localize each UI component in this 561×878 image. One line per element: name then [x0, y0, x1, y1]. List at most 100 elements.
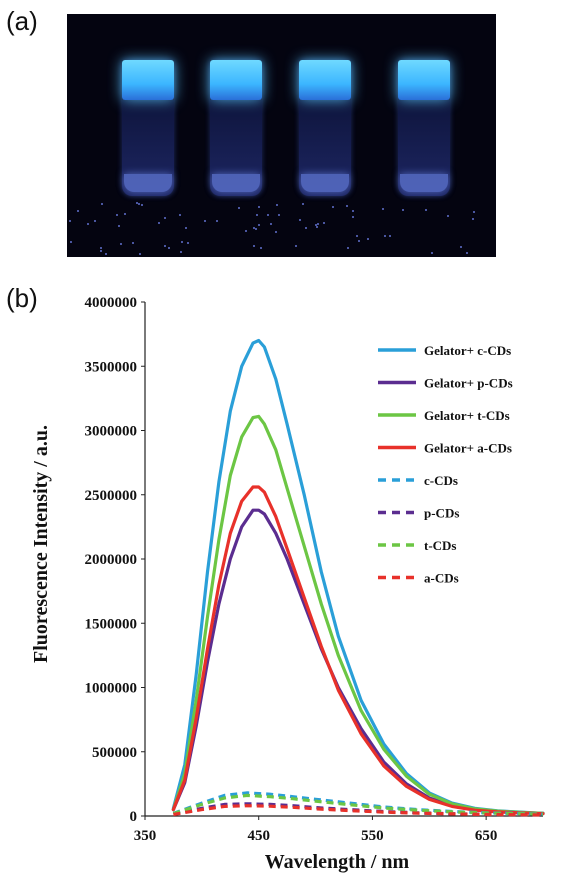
speck	[141, 204, 143, 206]
speck	[179, 214, 181, 216]
vials-photo	[67, 14, 496, 257]
legend-entry: Gelator+ p-CDs	[424, 376, 513, 391]
speck	[100, 250, 102, 252]
speck	[136, 202, 138, 204]
speck	[473, 211, 475, 213]
x-axis-title: Wavelength / nm	[265, 851, 410, 873]
y-tick-label: 0	[130, 809, 138, 825]
series-layer	[171, 338, 545, 817]
speck	[332, 206, 334, 208]
speck	[256, 214, 258, 216]
y-axis-title: Fluorescence Intensity / a.u.	[30, 425, 52, 663]
x-tick-label: 350	[134, 828, 157, 844]
legend-entry: Gelator+ t-CDs	[424, 408, 510, 423]
y-tick-label: 2500000	[85, 488, 138, 504]
speck	[138, 203, 140, 205]
speck	[346, 205, 348, 207]
speck	[87, 223, 89, 225]
speck	[258, 224, 260, 226]
speck	[323, 222, 325, 224]
vial	[210, 60, 262, 196]
vial-glow	[122, 60, 174, 100]
speck	[181, 241, 183, 243]
speck	[77, 210, 79, 212]
speck	[347, 247, 349, 249]
speck	[120, 243, 122, 245]
y-tick-label: 500000	[92, 745, 137, 761]
vial-glow	[398, 60, 450, 100]
speck	[124, 213, 126, 215]
series-line-gelator-t-cds	[171, 414, 545, 816]
series-line-t-cds	[172, 793, 544, 816]
vial-base	[124, 174, 172, 192]
speck	[185, 227, 187, 229]
speck	[258, 206, 260, 208]
speck	[158, 222, 160, 224]
y-tick-label: 2000000	[85, 552, 138, 568]
x-tick-label: 550	[361, 828, 384, 844]
speck	[466, 252, 468, 254]
speck	[352, 210, 354, 212]
panel-a-label: (a)	[6, 6, 38, 36]
speck	[164, 217, 166, 219]
speck	[460, 246, 462, 248]
speck	[358, 240, 360, 242]
vial	[122, 60, 174, 196]
speck	[238, 207, 240, 209]
series-line-a-cds	[173, 804, 544, 817]
speck	[276, 204, 278, 206]
speck	[356, 235, 358, 237]
speck	[447, 215, 449, 217]
speck	[204, 220, 206, 222]
speck	[216, 220, 218, 222]
series-line-c-cds	[172, 791, 544, 816]
speck	[317, 223, 319, 225]
legend-entry: a-CDs	[424, 571, 459, 586]
fluorescence-chart: 0 500000 1000000 1500000 2000000 2500000 30000…	[30, 295, 545, 873]
speck	[425, 209, 427, 211]
vial-glow	[210, 60, 262, 100]
legend-entry: Gelator+ c-CDs	[424, 343, 511, 358]
speck	[245, 230, 247, 232]
speck	[295, 245, 297, 247]
legend-entry: p-CDs	[424, 506, 459, 521]
series-line-gelator-a-cds	[171, 485, 545, 816]
speck	[382, 208, 384, 210]
speck	[180, 251, 182, 253]
x-tick-label: 650	[475, 828, 498, 844]
y-tick-label: 3000000	[85, 424, 138, 440]
speck	[472, 218, 474, 220]
speck	[253, 227, 255, 229]
vial-base	[400, 174, 448, 192]
speck	[431, 252, 433, 254]
speck	[299, 219, 301, 221]
y-tick-label: 3500000	[85, 359, 138, 375]
chart-legend: Gelator+ c-CDs Gelator+ p-CDs Gelator+ t-C…	[378, 343, 513, 586]
speck	[267, 214, 269, 216]
speck	[384, 235, 386, 237]
speck	[270, 223, 272, 225]
speck	[100, 247, 102, 249]
y-tick-label: 1500000	[85, 616, 138, 632]
speck	[275, 231, 277, 233]
speck	[118, 225, 120, 227]
speck	[253, 245, 255, 247]
vial-base	[301, 174, 349, 192]
series-line-gelator-p-cds	[171, 508, 545, 816]
speck	[116, 214, 118, 216]
speck	[402, 209, 404, 211]
speck	[94, 220, 96, 222]
vial-glow	[299, 60, 351, 100]
speck	[132, 242, 134, 244]
speck	[139, 253, 141, 255]
speck	[187, 242, 189, 244]
speck	[260, 247, 262, 249]
vial-base	[212, 174, 260, 192]
speck	[69, 220, 71, 222]
speck	[389, 235, 391, 237]
speck	[255, 228, 257, 230]
legend-entry: Gelator+ a-CDs	[424, 441, 512, 456]
speck	[164, 245, 166, 247]
speck	[316, 226, 318, 228]
x-tick-label: 450	[247, 828, 270, 844]
